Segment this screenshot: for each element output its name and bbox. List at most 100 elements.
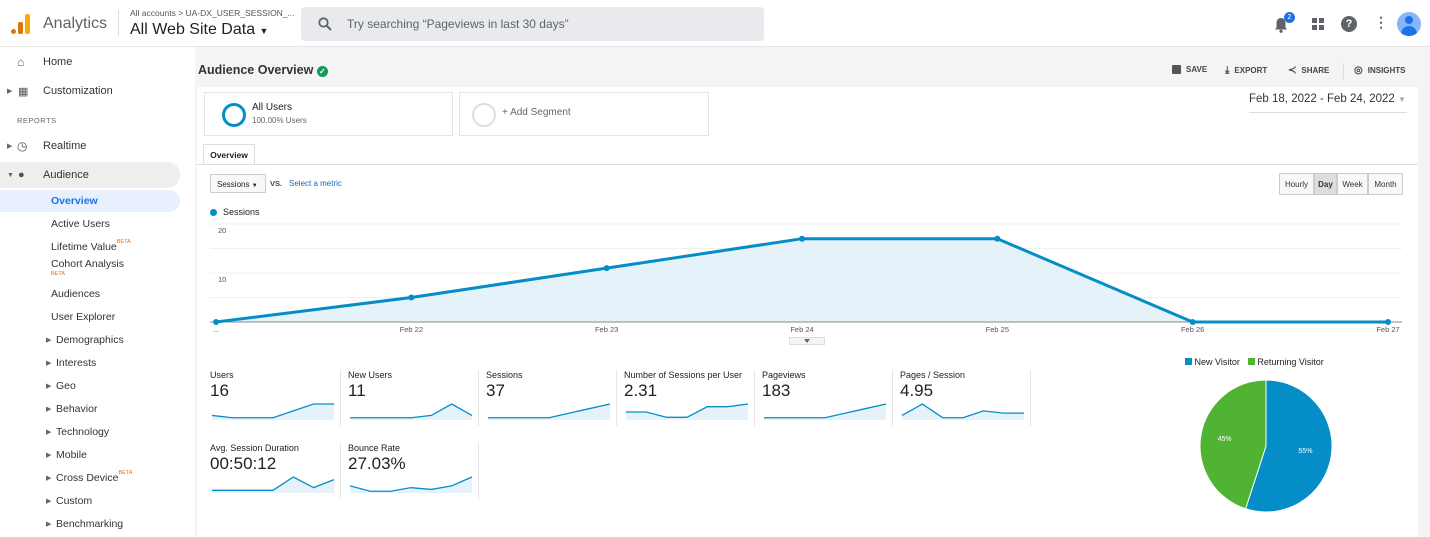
sparkline-area [350,477,472,493]
sparkline [626,403,749,418]
expand-caret-icon: ▶ [46,360,52,367]
sidebar-label: Demographics [56,334,124,346]
data-point[interactable] [799,235,805,242]
metric-label: New Users [348,370,393,380]
add-segment-button[interactable]: + Add Segment [459,92,709,136]
sidebar-item-user-explorer[interactable]: User Explorer [0,306,180,328]
help-icon[interactable]: ? [1341,16,1357,32]
sidebar-label: Overview [51,195,98,207]
sparkline-area [626,404,748,420]
metric-label: Pageviews [762,370,806,380]
sidebar-item-cohort-analysis[interactable]: Cohort Analysis BETA [0,258,180,282]
metric-label: Sessions [486,370,523,380]
sidebar-item-technology[interactable]: ▶ Technology [0,421,180,443]
sidebar-item-interests[interactable]: ▶ Interests [0,352,180,374]
metric-selector[interactable]: Sessions ▼ [210,174,266,193]
sidebar-label: Technology [56,426,110,438]
sidebar-item-mobile[interactable]: ▶ Mobile [0,444,180,466]
chart-resize-handle[interactable] [789,337,825,345]
avatar[interactable] [1397,12,1421,36]
expand-caret-icon: ▶ [46,452,52,459]
page-title: Audience Overview ✓ [198,63,328,77]
insights-button[interactable]: ◎ INSIGHTS [1354,65,1406,76]
metric-card[interactable]: Sessions 37 [486,370,614,428]
sparkline [901,403,1024,419]
save-button[interactable]: SAVE [1172,65,1207,74]
property-selector[interactable]: All Web Site Data ▼ [130,21,268,39]
more-options-icon[interactable]: ⋮ [1374,14,1388,30]
sidebar-item-active-users[interactable]: Active Users [0,213,180,235]
search-input[interactable]: Try searching “Pageviews in last 30 days… [301,7,764,41]
metric-card[interactable]: Avg. Session Duration 00:50:12 [210,443,338,501]
pie-slice[interactable] [1244,379,1333,513]
clock-icon: ◷ [17,139,28,153]
chevron-down-icon [804,339,810,343]
sidebar-label: Geo [56,380,76,392]
pie-label: 45% [1217,435,1232,443]
data-point[interactable] [408,294,415,301]
metric-label: Number of Sessions per User [624,370,743,380]
y-tick-label: 10 [218,275,227,284]
data-point[interactable] [213,319,219,325]
share-button[interactable]: ≺ SHARE [1288,65,1330,76]
metric-value: 11 [348,381,366,400]
pie-slice[interactable] [1199,379,1267,510]
week-button[interactable]: Week [1337,173,1368,195]
segment-empty-circle-icon [472,103,496,127]
sparkline [212,476,335,491]
metric-card[interactable]: Pages / Session 4.95 [900,370,1028,428]
notifications-button[interactable]: 2 [1274,12,1296,34]
sidebar-label: Home [43,56,73,68]
sidebar-label: Cross Device [56,472,119,484]
segment-circle-icon [222,103,246,127]
metric-card[interactable]: Pageviews 183 [762,370,890,428]
pie-legend: New Visitor Returning Visitor [1185,357,1324,367]
metric-card[interactable]: Bounce Rate 27.03% [348,443,476,501]
sidebar-item-audience[interactable]: ▼ ● Audience [0,162,180,188]
apps-icon[interactable] [1312,18,1324,30]
sidebar-item-behavior[interactable]: ▶ Behavior [0,398,180,420]
sidebar-item-customization[interactable]: ▶ ▦ Customization [7,85,113,98]
verified-check-icon: ✓ [316,66,328,77]
chart-legend: Sessions [210,207,260,217]
bell-icon [1275,18,1287,33]
sidebar-label: Audience [43,169,89,181]
sidebar-item-demographics[interactable]: ▶ Demographics [0,329,180,351]
sidebar-item-home[interactable]: ⌂ Home [0,51,180,73]
sidebar-item-audiences[interactable]: Audiences [0,283,180,305]
sidebar-item-cross-device[interactable]: ▶ Cross Device BETA [0,467,180,489]
beta-badge: BETA [118,470,133,476]
metric-card[interactable]: Number of Sessions per User 2.31 [624,370,752,428]
beta-badge: BETA [116,239,131,245]
day-button[interactable]: Day [1314,173,1337,195]
export-button[interactable]: ⤓ EXPORT [1225,65,1268,76]
sidebar-item-geo[interactable]: ▶ Geo [0,375,180,397]
data-point[interactable] [603,265,610,272]
data-point[interactable] [1385,319,1391,325]
sidebar-label: Custom [56,495,93,507]
sidebar-item-realtime[interactable]: ▶ ◷ Realtime [7,139,87,153]
data-point[interactable] [994,235,1001,242]
select-metric-link[interactable]: Select a metric [289,179,342,188]
dashboard-icon: ▦ [18,85,29,98]
top-header: Analytics All accounts > UA-DX_USER_SESS… [0,0,1430,47]
metric-label: Bounce Rate [348,443,401,453]
sidebar-label: Active Users [51,218,110,230]
breadcrumb[interactable]: All accounts > UA-DX_USER_SESSION_... [130,8,295,18]
sidebar-label: Customization [43,85,113,97]
sidebar-item-benchmarking[interactable]: ▶ Benchmarking [0,513,180,535]
metric-card[interactable]: New Users 11 [348,370,476,428]
sidebar-label: Benchmarking [56,518,124,530]
sparkline-area [212,477,334,493]
date-range-picker[interactable]: Feb 18, 2022 - Feb 24, 2022 ▼ [1249,93,1407,113]
sidebar-item-lifetime-value[interactable]: Lifetime Value BETA [0,236,180,258]
hourly-button[interactable]: Hourly [1279,173,1314,195]
metric-card[interactable]: Users 16 [210,370,338,428]
data-point[interactable] [1189,319,1196,325]
segment-all-users[interactable]: All Users 100.00% Users [204,92,453,136]
reports-section-label: REPORTS [17,116,57,125]
sidebar-item-overview[interactable]: Overview [0,190,180,212]
month-button[interactable]: Month [1368,173,1403,195]
sidebar-item-custom[interactable]: ▶ Custom [0,490,180,512]
sidebar-label: User Explorer [51,311,116,323]
